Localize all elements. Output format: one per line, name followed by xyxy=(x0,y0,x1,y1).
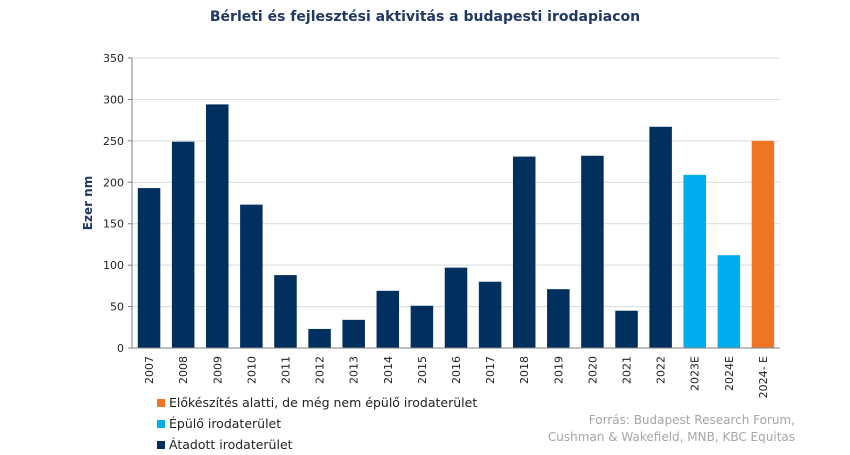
bar-2013 xyxy=(342,319,365,348)
bar-2008 xyxy=(171,141,195,348)
bar-2011 xyxy=(274,275,297,348)
legend-swatch xyxy=(157,419,165,428)
source-line: Cushman & Wakefield, MNB, KBC Equitas xyxy=(547,430,795,444)
bars xyxy=(137,104,775,349)
legend-swatch xyxy=(157,398,165,407)
x-tick-label: 2008 xyxy=(177,356,190,384)
bar-2018 xyxy=(512,156,536,348)
x-tick-label: 2016 xyxy=(450,356,463,384)
legend-label: Átadott irodaterület xyxy=(169,437,293,452)
y-tick-label: 100 xyxy=(103,259,124,272)
legend-item-planned: Előkészítés alatti, de még nem épülő iro… xyxy=(157,392,477,413)
source-line: Forrás: Budapest Research Forum, xyxy=(588,413,795,427)
legend-label: Előkészítés alatti, de még nem épülő iro… xyxy=(169,395,478,410)
legend-label: Épülő irodaterület xyxy=(169,416,282,431)
axes xyxy=(128,57,780,349)
x-tick-label: 2011 xyxy=(279,356,292,384)
y-tick-label: 150 xyxy=(103,218,124,231)
x-tick-label: 2021 xyxy=(621,356,634,384)
legend-swatch xyxy=(157,440,165,449)
y-tick-label: 350 xyxy=(103,52,124,65)
x-tick-label: 2012 xyxy=(314,356,327,384)
x-tick-label: 2019 xyxy=(552,356,565,384)
legend: Előkészítés alatti, de még nem épülő iro… xyxy=(157,392,477,455)
y-tick-labels: 0 50 100 150 200 250 300 350 xyxy=(103,52,124,355)
bar-2024E xyxy=(717,255,741,348)
x-tick-label: 2023E xyxy=(689,356,702,391)
x-tick-label: 2013 xyxy=(348,356,361,384)
bar-2020 xyxy=(581,155,604,348)
x-tick-label: 2024- E xyxy=(757,356,770,398)
y-axis-label: Ezer nm xyxy=(81,176,95,230)
bar-2009 xyxy=(206,104,229,349)
legend-item-delivered: Átadott irodaterület xyxy=(157,434,477,455)
bar-2007 xyxy=(137,188,161,348)
bar-2022 xyxy=(649,126,672,349)
bar-2021 xyxy=(615,310,638,348)
x-tick-label: 2014 xyxy=(382,356,395,384)
bar-2016 xyxy=(444,267,468,348)
source-note: Forrás: Budapest Research Forum, Cushman… xyxy=(548,412,795,446)
x-tick-labels: 2007 2008 2009 2010 2011 2012 2013 2014 2015 2016… xyxy=(143,356,770,398)
y-tick-label: 50 xyxy=(110,301,124,314)
x-tick-label: 2024E xyxy=(723,356,736,391)
y-tick-label: 250 xyxy=(103,135,124,148)
x-tick-label: 2009 xyxy=(211,356,224,384)
y-tick-label: 0 xyxy=(117,342,124,355)
bar-2010 xyxy=(240,204,263,348)
x-tick-label: 2018 xyxy=(518,356,531,384)
bar-2017 xyxy=(478,281,502,348)
bar-2012 xyxy=(308,328,331,348)
x-tick-label: 2020 xyxy=(586,356,599,384)
x-tick-label: 2007 xyxy=(143,356,156,384)
x-tick-label: 2017 xyxy=(484,356,497,384)
chart-title: Bérleti és fejlesztési aktivitás a budap… xyxy=(209,9,641,25)
bar-2015 xyxy=(410,305,434,348)
bar-2019 xyxy=(547,289,570,348)
x-tick-label: 2015 xyxy=(416,356,429,384)
bar-2014 xyxy=(376,290,400,348)
x-tick-label: 2022 xyxy=(655,356,668,384)
x-tick-label: 2010 xyxy=(245,356,258,384)
bar-2024- E xyxy=(751,140,775,348)
y-tick-label: 300 xyxy=(103,93,124,106)
bar-2023E xyxy=(683,174,706,348)
y-tick-label: 200 xyxy=(103,176,124,189)
legend-item-under-construction: Épülő irodaterület xyxy=(157,413,477,434)
